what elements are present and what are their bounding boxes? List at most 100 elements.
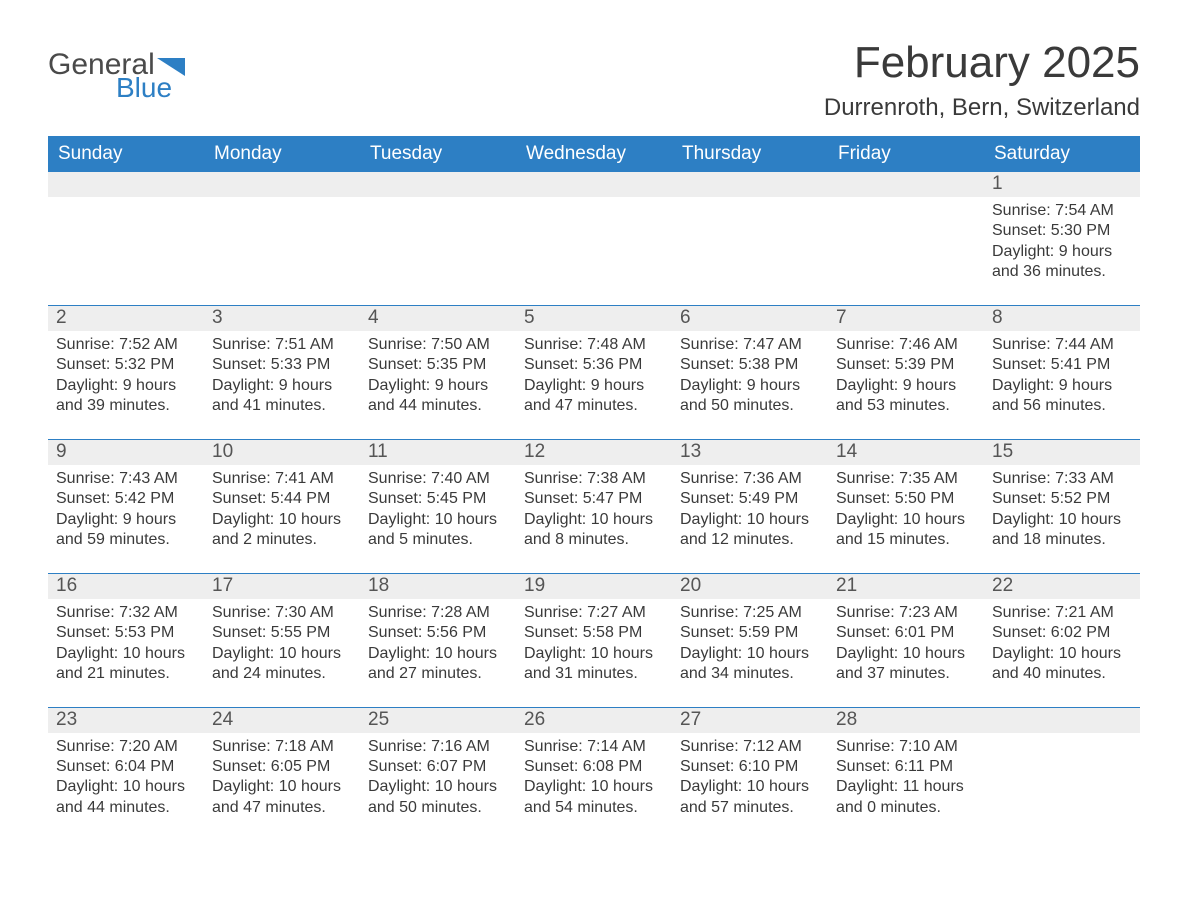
day-number-band: 1	[48, 172, 1140, 197]
sunrise-text: Sunrise: 7:25 AM	[680, 603, 820, 623]
daylight-text: Daylight: 10 hours and 24 minutes.	[212, 644, 352, 685]
day-cell: Sunrise: 7:46 AMSunset: 5:39 PMDaylight:…	[828, 331, 984, 439]
day-cell	[360, 197, 516, 305]
title-block: February 2025 Durrenroth, Bern, Switzerl…	[824, 38, 1140, 122]
sunset-text: Sunset: 5:44 PM	[212, 489, 352, 509]
sunrise-text: Sunrise: 7:36 AM	[680, 469, 820, 489]
day-cell	[672, 197, 828, 305]
day-cell: Sunrise: 7:25 AMSunset: 5:59 PMDaylight:…	[672, 599, 828, 707]
sunset-text: Sunset: 5:30 PM	[992, 221, 1132, 241]
calendar-week: 9101112131415 Sunrise: 7:43 AM Sunset: 5:4…	[48, 439, 1140, 573]
day-cell	[48, 197, 204, 305]
sunrise-text: Sunrise: 7:43 AM	[56, 469, 196, 489]
day-number-band: 16171819202122	[48, 574, 1140, 599]
day-cell: Sunrise: 7:54 AMSunset: 5:30 PMDaylight:…	[984, 197, 1140, 305]
daylight-text: Daylight: 10 hours and 37 minutes.	[836, 644, 976, 685]
day-number: 23	[48, 708, 204, 733]
day-number: 25	[360, 708, 516, 733]
sunrise-text: Sunrise: 7:52 AM	[56, 335, 196, 355]
day-cell: Sunrise: 7:48 AMSunset: 5:36 PMDaylight:…	[516, 331, 672, 439]
day-number: 15	[984, 440, 1140, 465]
sunrise-text: Sunrise: 7:40 AM	[368, 469, 508, 489]
sunrise-text: Sunrise: 7:30 AM	[212, 603, 352, 623]
day-cell: Sunrise: 7:32 AMSunset: 5:53 PMDaylight:…	[48, 599, 204, 707]
day-cell: Sunrise: 7:36 AMSunset: 5:49 PMDaylight:…	[672, 465, 828, 573]
day-number: 13	[672, 440, 828, 465]
day-number: 20	[672, 574, 828, 599]
daylight-text: Daylight: 9 hours and 50 minutes.	[680, 376, 820, 417]
daylight-text: Daylight: 9 hours and 36 minutes.	[992, 242, 1132, 283]
day-cell: Sunrise: 7:50 AMSunset: 5:35 PMDaylight:…	[360, 331, 516, 439]
day-number	[672, 172, 828, 197]
day-number: 9	[48, 440, 204, 465]
sunrise-text: Sunrise: 7:14 AM	[524, 737, 664, 757]
dow-tuesday: Tuesday	[360, 138, 516, 172]
dow-thursday: Thursday	[672, 138, 828, 172]
day-number: 11	[360, 440, 516, 465]
sunset-text: Sunset: 5:39 PM	[836, 355, 976, 375]
daylight-text: Daylight: 9 hours and 56 minutes.	[992, 376, 1132, 417]
day-cell: Sunrise: 7:12 AMSunset: 6:10 PMDaylight:…	[672, 733, 828, 841]
sunset-text: Sunset: 6:08 PM	[524, 757, 664, 777]
logo-text-blue: Blue	[116, 72, 185, 104]
day-cell	[516, 197, 672, 305]
day-number-band: 9101112131415	[48, 440, 1140, 465]
day-cell: Sunrise: 7:21 AMSunset: 6:02 PMDaylight:…	[984, 599, 1140, 707]
sunrise-text: Sunrise: 7:51 AM	[212, 335, 352, 355]
daylight-text: Daylight: 10 hours and 57 minutes.	[680, 777, 820, 818]
day-cell: Sunrise: 7:44 AMSunset: 5:41 PMDaylight:…	[984, 331, 1140, 439]
day-number	[984, 708, 1140, 733]
day-cell: Sunrise: 7:27 AMSunset: 5:58 PMDaylight:…	[516, 599, 672, 707]
sunrise-text: Sunrise: 7:27 AM	[524, 603, 664, 623]
sunset-text: Sunset: 5:32 PM	[56, 355, 196, 375]
sunrise-text: Sunrise: 7:48 AM	[524, 335, 664, 355]
day-number: 2	[48, 306, 204, 331]
sunset-text: Sunset: 5:33 PM	[212, 355, 352, 375]
daylight-text: Daylight: 10 hours and 2 minutes.	[212, 510, 352, 551]
daylight-text: Daylight: 10 hours and 54 minutes.	[524, 777, 664, 818]
day-number: 10	[204, 440, 360, 465]
location-text: Durrenroth, Bern, Switzerland	[824, 94, 1140, 122]
day-cell: Sunrise: 7:38 AMSunset: 5:47 PMDaylight:…	[516, 465, 672, 573]
day-number: 4	[360, 306, 516, 331]
sunrise-text: Sunrise: 7:12 AM	[680, 737, 820, 757]
daylight-text: Daylight: 11 hours and 0 minutes.	[836, 777, 976, 818]
day-number: 24	[204, 708, 360, 733]
daylight-text: Daylight: 9 hours and 53 minutes.	[836, 376, 976, 417]
calendar-week: 1Sunrise: 7:54 AMSunset: 5:30 PMDaylight…	[48, 172, 1140, 305]
daylight-text: Daylight: 10 hours and 15 minutes.	[836, 510, 976, 551]
day-number: 3	[204, 306, 360, 331]
daylight-text: Daylight: 10 hours and 50 minutes.	[368, 777, 508, 818]
daylight-text: Daylight: 10 hours and 44 minutes.	[56, 777, 196, 818]
daylight-text: Daylight: 10 hours and 47 minutes.	[212, 777, 352, 818]
sunrise-text: Sunrise: 7:44 AM	[992, 335, 1132, 355]
day-number	[360, 172, 516, 197]
sunset-text: Sunset: 6:11 PM	[836, 757, 976, 777]
day-cell	[828, 197, 984, 305]
daylight-text: Daylight: 10 hours and 5 minutes.	[368, 510, 508, 551]
sunset-text: Sunset: 5:41 PM	[992, 355, 1132, 375]
sunset-text: Sunset: 5:53 PM	[56, 623, 196, 643]
day-number: 8	[984, 306, 1140, 331]
sunset-text: Sunset: 5:58 PM	[524, 623, 664, 643]
calendar-week: 16171819202122Sunrise: 7:32 AMSunset: 5:…	[48, 573, 1140, 707]
day-cell: Sunrise: 7:35 AMSunset: 5:50 PMDaylight:…	[828, 465, 984, 573]
day-cell: Sunrise: 7:33 AMSunset: 5:52 PMDaylight:…	[984, 465, 1140, 573]
daylight-text: Daylight: 9 hours and 47 minutes.	[524, 376, 664, 417]
day-cell	[204, 197, 360, 305]
sunrise-text: Sunrise: 7:41 AM	[212, 469, 352, 489]
day-number	[204, 172, 360, 197]
day-number: 7	[828, 306, 984, 331]
day-number: 16	[48, 574, 204, 599]
day-cell: Sunrise: 7:41 AMSunset: 5:44 PMDaylight:…	[204, 465, 360, 573]
sunset-text: Sunset: 6:05 PM	[212, 757, 352, 777]
sunset-text: Sunset: 5:52 PM	[992, 489, 1132, 509]
sunset-text: Sunset: 6:07 PM	[368, 757, 508, 777]
sunset-text: Sunset: 5:59 PM	[680, 623, 820, 643]
sunrise-text: Sunrise: 7:23 AM	[836, 603, 976, 623]
daylight-text: Daylight: 10 hours and 8 minutes.	[524, 510, 664, 551]
day-number: 28	[828, 708, 984, 733]
day-number: 12	[516, 440, 672, 465]
month-title: February 2025	[824, 38, 1140, 88]
day-cell: Sunrise: 7:16 AMSunset: 6:07 PMDaylight:…	[360, 733, 516, 841]
